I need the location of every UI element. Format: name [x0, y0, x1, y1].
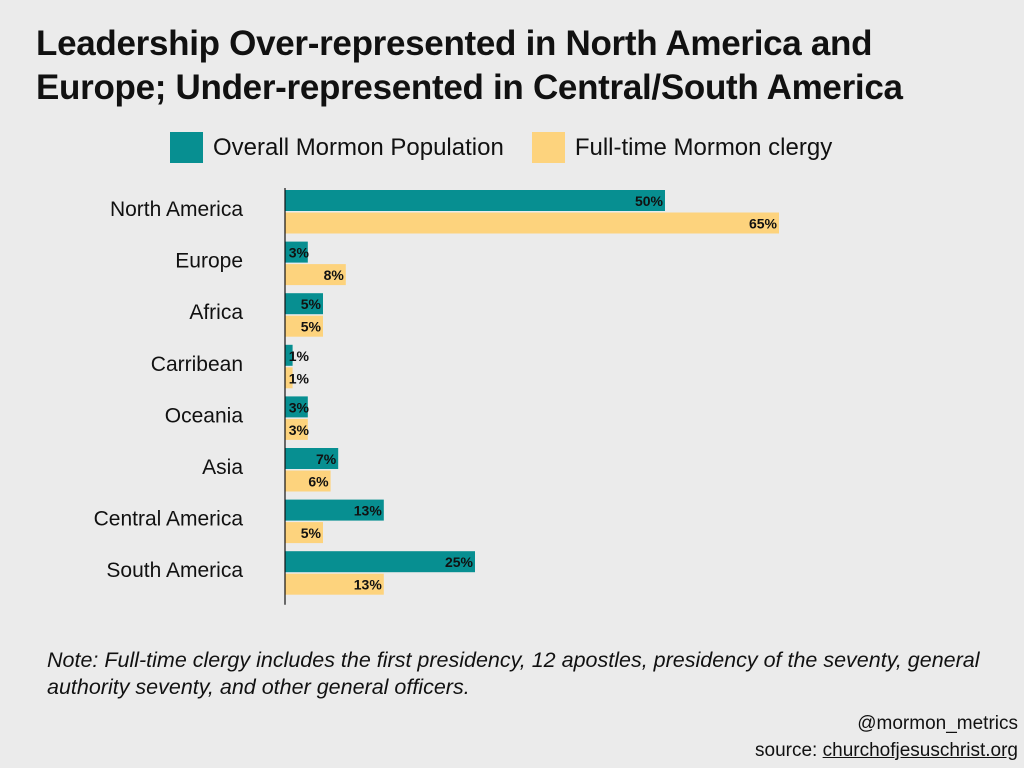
source-prefix: source: — [755, 740, 823, 761]
bar-population-central-america — [285, 499, 384, 521]
bar-label-clergy-oceania: 3% — [289, 422, 310, 438]
bar-clergy-oceania — [285, 418, 308, 440]
chart-legend: Overall Mormon Population Full-time Morm… — [170, 132, 860, 163]
bar-label-clergy-south-america: 13% — [354, 577, 383, 593]
bar-population-oceania — [285, 396, 308, 418]
bar-population-carribean — [285, 344, 293, 366]
bar-label-clergy-europe: 8% — [324, 267, 345, 283]
category-label-asia: Asia — [202, 456, 243, 479]
source-line: source: churchofjesuschrist.org — [755, 737, 1018, 764]
bar-label-clergy-asia: 6% — [308, 474, 329, 490]
bar-label-population-south-america: 25% — [445, 554, 474, 570]
legend-label-clergy: Full-time Mormon clergy — [574, 133, 833, 161]
bar-clergy-north-america — [285, 212, 779, 234]
bar-label-population-asia: 7% — [316, 451, 337, 467]
author-handle: @mormon_metrics — [857, 713, 1018, 734]
legend-swatch-clergy — [531, 132, 565, 163]
bar-label-population-north-america: 50% — [635, 193, 664, 209]
bar-clergy-europe — [285, 264, 346, 286]
bar-label-population-carribean: 1% — [289, 348, 310, 364]
legend-label-population: Overall Mormon Population — [213, 133, 504, 161]
category-label-carribean: Carribean — [151, 353, 243, 376]
category-label-oceania: Oceania — [165, 404, 244, 427]
bar-population-africa — [285, 293, 323, 315]
bar-population-south-america — [285, 551, 475, 573]
category-label-europe: Europe — [175, 250, 243, 273]
bar-label-clergy-africa: 5% — [301, 319, 322, 335]
legend-item-clergy: Full-time Mormon clergy — [531, 132, 833, 163]
bar-population-north-america — [285, 190, 665, 211]
footnote: Note: Full-time clergy includes the firs… — [47, 648, 980, 699]
bar-label-clergy-carribean: 1% — [289, 370, 310, 386]
bar-label-population-oceania: 3% — [289, 399, 310, 415]
bar-clergy-africa — [285, 315, 323, 337]
category-label-africa: Africa — [189, 301, 243, 324]
bar-clergy-south-america — [285, 573, 384, 595]
bar-clergy-central-america — [285, 522, 323, 544]
bar-label-population-europe: 3% — [289, 245, 310, 261]
category-label-north-america: North America — [110, 198, 243, 221]
bar-chart: North America 50% 65% Europe 3% 8% Africa 5% 5% C… — [94, 188, 779, 605]
source-link[interactable]: churchofjesuschrist.org — [822, 740, 1018, 761]
category-label-south-america: South America — [106, 559, 243, 582]
bar-label-clergy-central-america: 5% — [301, 525, 322, 541]
bar-clergy-asia — [285, 470, 331, 492]
bar-population-europe — [285, 241, 308, 263]
chart-title: Leadership Over-represented in North Ame… — [36, 22, 996, 110]
bar-clergy-carribean — [285, 367, 293, 389]
legend-swatch-population — [170, 132, 203, 163]
bar-label-population-africa: 5% — [301, 296, 322, 312]
bar-population-asia — [285, 448, 339, 469]
legend-item-population: Overall Mormon Population — [170, 132, 504, 163]
category-label-central-america: Central America — [94, 508, 244, 531]
credit-block: @mormon_metrics source: churchofjesuschr… — [755, 710, 1018, 764]
chart-title-line-2: Europe; Under-represented in Central/Sou… — [36, 68, 903, 107]
bar-label-clergy-north-america: 65% — [749, 216, 778, 232]
bar-label-population-central-america: 13% — [354, 503, 383, 519]
chart-title-line-1: Leadership Over-represented in North Ame… — [36, 24, 873, 63]
